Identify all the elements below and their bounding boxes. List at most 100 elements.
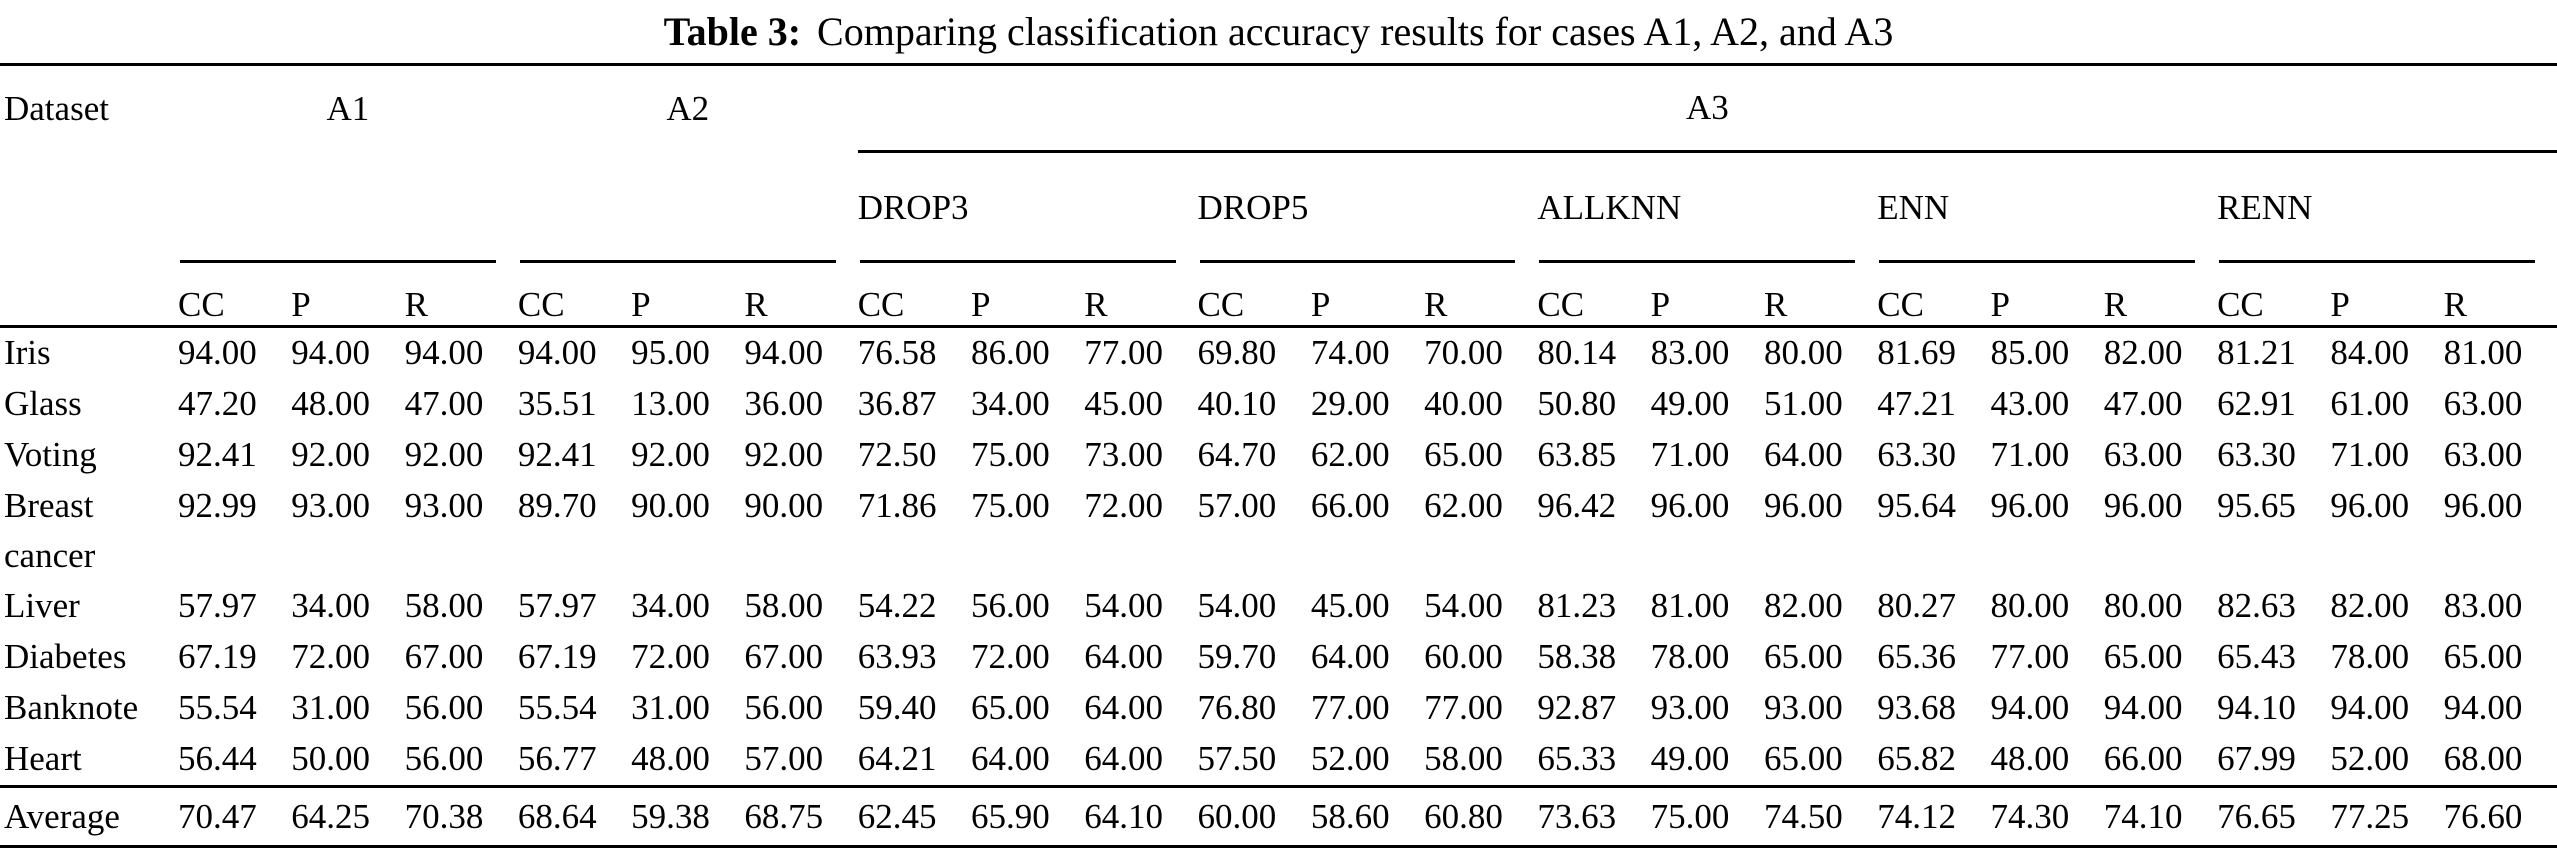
value-cell: 82.00 (2103, 333, 2183, 372)
table-caption: Table 3: Comparing classification accurac… (0, 0, 2557, 63)
metric-header-row: CC P R CC P R CC P R CC P R CC P R CC P R CC P R (0, 263, 2557, 328)
value-cell: 92.00 (291, 435, 371, 474)
value-cell: 81.23 (1537, 586, 1617, 625)
value-cell: 36.00 (744, 384, 824, 423)
average-value-cell: 58.60 (1310, 785, 1425, 848)
value-cell: 54.00 (1197, 586, 1277, 625)
value-cell: 48.00 (291, 384, 371, 423)
value-cell: 57.97 (178, 586, 257, 625)
value-cell: 81.69 (1877, 333, 1956, 372)
value-cell: 64.00 (1084, 739, 1163, 778)
value-cell: 59.40 (857, 688, 937, 727)
dataset-label: Liver (4, 586, 80, 625)
value-cell: 65.36 (1877, 637, 1956, 676)
value-cell: 50.00 (291, 739, 371, 778)
average-value-cell: 70.38 (404, 785, 518, 848)
value-cell: 67.99 (2217, 739, 2296, 778)
value-cell: 56.77 (517, 739, 597, 778)
header-drop5: DROP5 (1198, 152, 1538, 264)
value-cell: 80.14 (1537, 333, 1617, 372)
average-value-cell: 76.60 (2443, 785, 2557, 848)
data-row: Diabetes 67.19 72.00 67.00 67.19 72.00 67.00 63… (0, 632, 2557, 683)
value-cell: 94.00 (2103, 688, 2183, 727)
value-cell: 76.58 (857, 333, 937, 372)
dataset-label: Voting (4, 435, 97, 474)
value-cell: 81.00 (1650, 586, 1730, 625)
value-cell: 34.00 (970, 384, 1050, 423)
value-cell: 31.00 (291, 688, 371, 727)
metric-header: P (1990, 263, 2104, 328)
value-cell: 72.00 (631, 637, 710, 676)
value-cell: 63.30 (1877, 435, 1956, 474)
value-cell: 93.00 (404, 486, 484, 525)
header-enn: ENN (1877, 152, 2217, 264)
header-a2: A2 (517, 63, 858, 152)
value-cell: 93.68 (1877, 688, 1956, 727)
value-cell: 77.00 (1424, 688, 1503, 727)
table-body: Iris 94.00 94.00 94.00 94.00 95.00 94.00 76.58 8… (0, 327, 2557, 787)
value-cell: 59.70 (1197, 637, 1277, 676)
value-cell: 71.86 (857, 486, 937, 525)
value-cell: 56.00 (970, 586, 1050, 625)
data-row: Banknote 55.54 31.00 56.00 55.54 31.00 56.00 59… (0, 683, 2557, 734)
value-cell: 58.38 (1537, 637, 1617, 676)
value-cell: 94.00 (2443, 688, 2523, 727)
metric-header: P (970, 263, 1085, 328)
metric-header: R (1084, 263, 1198, 328)
value-cell: 66.00 (1310, 486, 1390, 525)
value-cell: 96.00 (1763, 486, 1843, 525)
value-cell: 81.00 (2443, 333, 2523, 372)
value-cell: 43.00 (1990, 384, 2070, 423)
value-cell: 62.91 (2217, 384, 2296, 423)
value-cell: 96.00 (1990, 486, 2070, 525)
value-cell: 62.00 (1424, 486, 1503, 525)
value-cell: 65.43 (2217, 637, 2296, 676)
value-cell: 36.87 (857, 384, 937, 423)
value-cell: 82.00 (1763, 586, 1843, 625)
value-cell: 64.00 (970, 739, 1050, 778)
value-cell: 56.00 (404, 739, 484, 778)
value-cell: 40.00 (1424, 384, 1503, 423)
data-row: Glass 47.20 48.00 47.00 35.51 13.00 36.00 36.87… (0, 379, 2557, 430)
value-cell: 34.00 (631, 586, 710, 625)
value-cell: 83.00 (2443, 586, 2523, 625)
value-cell: 57.97 (517, 586, 597, 625)
value-cell: 52.00 (1310, 739, 1390, 778)
value-cell: 35.51 (517, 384, 597, 423)
value-cell: 62.00 (1310, 435, 1390, 474)
header-a3: A3 (857, 63, 2557, 153)
value-cell: 96.00 (2103, 486, 2183, 525)
value-cell: 96.00 (1650, 486, 1730, 525)
value-cell: 95.65 (2217, 486, 2296, 525)
value-cell: 57.00 (744, 739, 824, 778)
value-cell: 65.82 (1877, 739, 1956, 778)
value-cell: 50.80 (1537, 384, 1617, 423)
metric-header: P (291, 263, 405, 328)
value-cell: 96.00 (2443, 486, 2523, 525)
average-value-cell: 73.63 (1537, 785, 1651, 848)
value-cell: 64.00 (1084, 637, 1163, 676)
value-cell: 75.00 (970, 435, 1050, 474)
value-cell: 51.00 (1763, 384, 1843, 423)
value-cell: 52.00 (2330, 739, 2410, 778)
value-cell: 64.21 (857, 739, 937, 778)
value-cell: 84.00 (2330, 333, 2410, 372)
value-cell: 48.00 (631, 739, 710, 778)
value-cell: 54.00 (1084, 586, 1163, 625)
value-cell: 65.00 (1424, 435, 1503, 474)
value-cell: 57.50 (1197, 739, 1277, 778)
data-row: Iris 94.00 94.00 94.00 94.00 95.00 94.00 76.58 8… (0, 327, 2557, 380)
value-cell: 31.00 (631, 688, 710, 727)
value-cell: 56.44 (178, 739, 257, 778)
value-cell: 95.64 (1877, 486, 1956, 525)
average-value-cell: 68.75 (744, 785, 858, 848)
value-cell: 77.00 (1990, 637, 2070, 676)
value-cell: 71.00 (2330, 435, 2410, 474)
value-cell: 94.00 (2330, 688, 2410, 727)
metric-header: R (1424, 263, 1538, 328)
dataset-label: Heart (4, 739, 82, 778)
metric-header: P (2330, 263, 2444, 328)
average-value-cell: 74.50 (1763, 785, 1878, 848)
value-cell: 64.00 (1310, 637, 1390, 676)
value-cell: 80.00 (1990, 586, 2070, 625)
